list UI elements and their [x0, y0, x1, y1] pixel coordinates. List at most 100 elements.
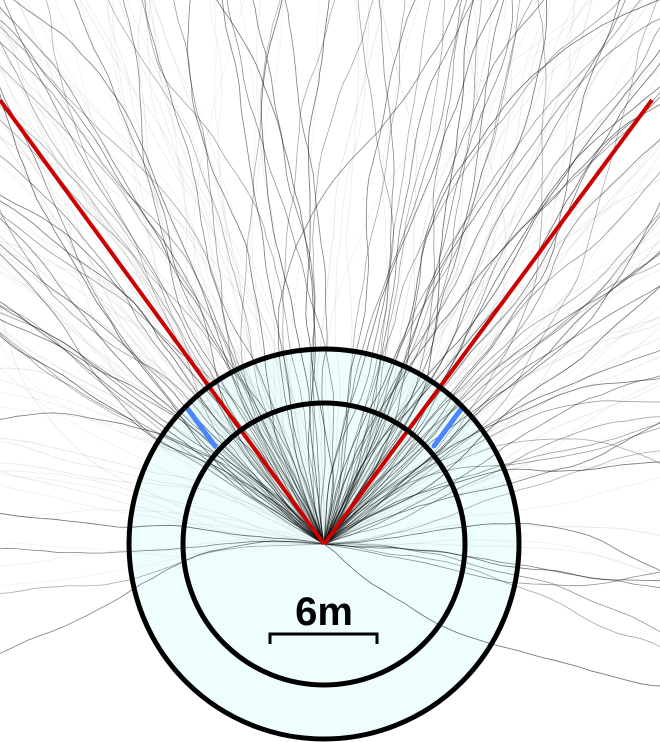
trajectory-path — [73, 0, 325, 545]
trajectory-path — [323, 0, 513, 545]
trajectory-path — [323, 539, 660, 577]
trajectory-path — [323, 0, 446, 545]
trajectory-path — [0, 540, 325, 655]
trajectory-path — [323, 0, 505, 545]
trajectory-path — [0, 250, 325, 545]
trajectory-path — [323, 0, 548, 545]
trajectory-path — [0, 217, 325, 545]
trajectory-path — [277, 0, 460, 545]
trajectory-path — [0, 540, 325, 554]
right-highlight-arc — [431, 405, 465, 449]
trajectory-path — [260, 0, 325, 545]
trajectory-path — [323, 0, 474, 545]
trajectory-path — [323, 543, 660, 589]
trajectory-path — [323, 250, 660, 545]
trajectory-path — [0, 253, 325, 545]
trajectory-path — [323, 0, 641, 545]
trajectory-path — [0, 217, 325, 545]
trajectory-path — [0, 25, 325, 545]
trajectory-path — [323, 0, 660, 545]
trajectory-path — [323, 476, 660, 545]
trajectory-path — [323, 0, 545, 545]
trajectory-path — [323, 0, 643, 545]
trajectory-path — [73, 0, 325, 545]
trajectory-path — [122, 0, 325, 545]
trajectory-path — [0, 213, 325, 545]
trajectory-path — [323, 171, 660, 545]
trajectory-path — [323, 138, 660, 545]
trajectory-path — [323, 154, 660, 545]
trajectory-path — [0, 86, 325, 545]
trajectory-path — [0, 200, 325, 545]
trajectory-path — [323, 0, 474, 545]
trajectory-path — [323, 0, 622, 545]
trajectory-path — [141, 0, 325, 545]
trajectory-path — [323, 400, 660, 545]
trajectory-path — [0, 92, 325, 545]
trajectory-path — [0, 65, 325, 545]
trajectory-path — [323, 201, 660, 545]
trajectory-path — [305, 0, 334, 545]
trajectory-path — [323, 212, 660, 545]
trajectory-path — [323, 543, 660, 582]
trajectory-path — [284, 0, 328, 545]
trajectory-path — [323, 86, 660, 545]
trajectory-path — [323, 421, 660, 545]
trajectory-path — [323, 375, 660, 545]
trajectory-path — [0, 208, 325, 545]
trajectory-path — [323, 0, 547, 545]
trajectory-path — [323, 543, 660, 633]
trajectory-path — [323, 543, 660, 587]
right-boundary-line — [322, 98, 654, 546]
trajectory-path — [323, 0, 474, 545]
scale-bar-label: 6m — [295, 590, 353, 634]
trajectory-path — [252, 0, 325, 545]
trajectory-path — [323, 461, 660, 545]
trajectory-path — [323, 543, 660, 587]
trajectory-path — [323, 0, 474, 545]
trajectory-path — [323, 0, 474, 545]
trajectory-path — [0, 318, 325, 545]
trajectory-path — [323, 0, 660, 545]
trajectory-path — [323, 215, 660, 545]
trajectory-path — [323, 543, 660, 589]
trajectory-path — [0, 111, 325, 545]
trajectory-path — [323, 427, 660, 545]
trajectory-path — [323, 212, 660, 545]
trajectory-path — [323, 0, 547, 545]
trajectory-path — [323, 0, 499, 545]
trajectory-path — [323, 138, 660, 545]
trajectory-path — [323, 171, 660, 545]
trajectory-path — [323, 0, 548, 545]
trajectory-path — [0, 251, 325, 545]
trajectory-path — [323, 349, 660, 545]
trajectory-path — [216, 0, 325, 545]
trajectory-path — [0, 318, 325, 545]
trajectory-path — [0, 105, 325, 545]
trajectory-path — [323, 0, 394, 545]
trajectory-path — [0, 86, 325, 545]
trajectory-path — [0, 200, 325, 545]
trajectory-path — [85, 0, 325, 545]
trajectory-path — [221, 0, 325, 545]
trajectory-path — [323, 0, 463, 545]
trajectory-path — [144, 0, 325, 545]
trajectory-path — [187, 0, 325, 545]
trajectory-path — [310, 0, 374, 545]
trajectory-path — [0, 326, 325, 545]
trajectory-path — [45, 0, 325, 545]
trajectory-path — [323, 543, 660, 582]
trajectory-path — [323, 138, 660, 545]
trajectory-path — [0, 217, 325, 545]
trajectory-path — [323, 522, 660, 572]
trajectory-path — [173, 0, 325, 545]
trajectory-path — [0, 200, 325, 545]
trajectory-path — [323, 220, 660, 545]
scale-bar: 6m — [268, 590, 379, 644]
trajectory-path — [323, 461, 660, 545]
trajectory-path — [0, 513, 325, 545]
trajectory-path — [323, 0, 482, 545]
trajectory-path — [282, 0, 336, 545]
trajectory-path — [79, 0, 325, 545]
trajectory-path — [323, 201, 660, 545]
